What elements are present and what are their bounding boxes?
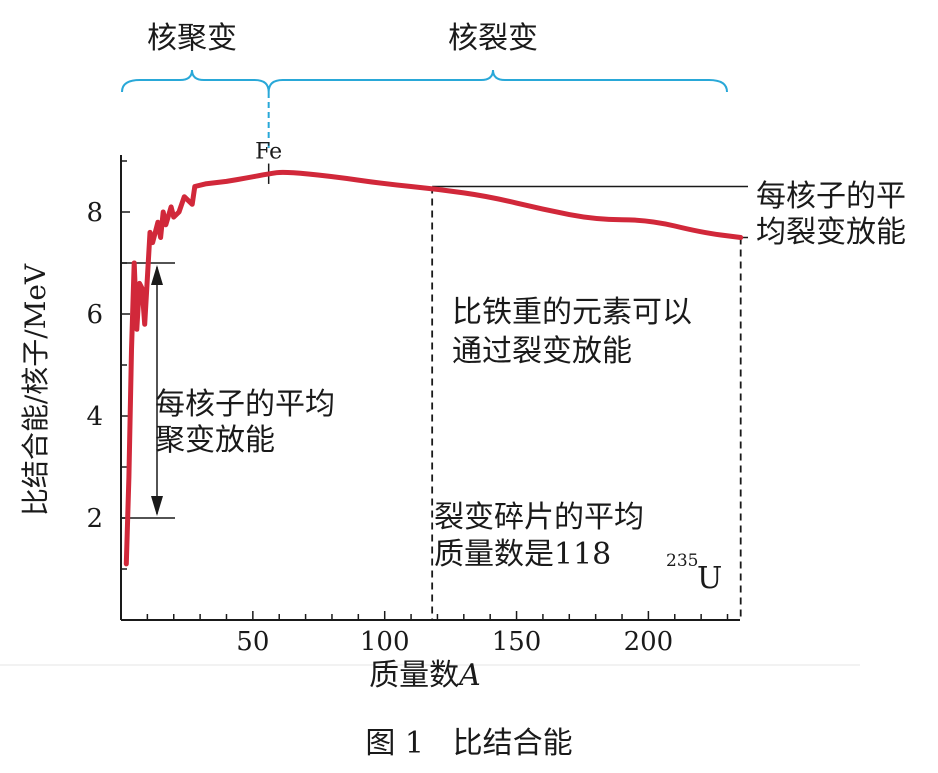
fission-yield-label-line2: 均裂变放能 bbox=[756, 215, 906, 250]
tick-marks bbox=[121, 160, 729, 620]
reference-lines bbox=[122, 163, 748, 620]
fragment-mass-line1: 裂变碎片的平均 bbox=[434, 500, 644, 535]
curly-brace bbox=[121, 69, 728, 93]
fragment-mass-line2: 质量数是118 bbox=[434, 537, 611, 572]
tick-labels: 50 100 150 200 2 4 6 8 bbox=[86, 198, 673, 657]
uranium-mass-number: 235 bbox=[666, 551, 698, 571]
y-tick-label: 4 bbox=[86, 402, 103, 432]
x-tick-label: 200 bbox=[624, 627, 674, 657]
fusion-yield-label-line2: 聚变放能 bbox=[155, 423, 275, 458]
x-axis-title: 质量数A bbox=[369, 658, 481, 693]
x-axis-title-text: 质量数 bbox=[369, 658, 459, 693]
figure-caption: 图 1 比结合能 bbox=[365, 726, 572, 761]
y-tick-label: 2 bbox=[86, 504, 103, 534]
heavier-than-iron-line2: 通过裂变放能 bbox=[452, 334, 632, 369]
heavier-than-iron-line1: 比铁重的元素可以 bbox=[452, 295, 692, 330]
y-tick-label: 6 bbox=[86, 300, 103, 330]
y-tick-label: 8 bbox=[86, 198, 103, 228]
uranium-symbol: U bbox=[697, 561, 722, 596]
x-tick-label: 100 bbox=[360, 627, 410, 657]
x-tick-label: 150 bbox=[492, 627, 542, 657]
axes bbox=[0, 155, 860, 666]
x-tick-label: 50 bbox=[236, 627, 269, 657]
fusion-arrow-head-down bbox=[151, 496, 163, 516]
fission-label: 核裂变 bbox=[448, 21, 538, 56]
x-axis-title-var: A bbox=[456, 658, 481, 693]
binding-energy-curve bbox=[123, 169, 744, 567]
region-bracket bbox=[121, 69, 728, 150]
fusion-yield-label-line1: 每核子的平均 bbox=[155, 387, 335, 422]
fe-label: Fe bbox=[255, 140, 282, 165]
fusion-arrow-head-up bbox=[151, 265, 163, 285]
fission-yield-label-line1: 每核子的平 bbox=[756, 179, 906, 214]
fusion-label: 核聚变 bbox=[147, 21, 237, 56]
y-axis-title: 比结合能/核子/MeV bbox=[19, 263, 52, 516]
